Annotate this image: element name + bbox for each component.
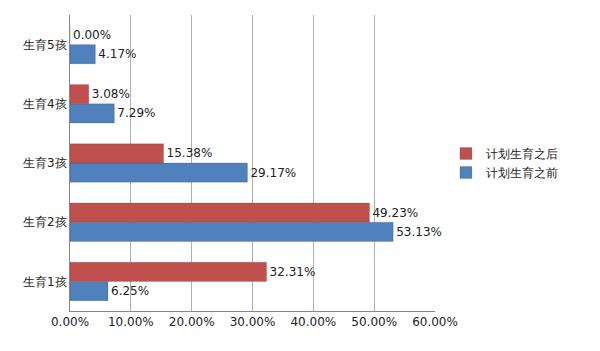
svg-text:0.00%: 0.00% (51, 315, 89, 329)
svg-text:生育2孩: 生育2孩 (23, 215, 67, 229)
svg-text:15.38%: 15.38% (167, 146, 213, 160)
svg-text:0.00%: 0.00% (73, 28, 111, 42)
svg-text:30.00%: 30.00% (230, 315, 276, 329)
svg-text:4.17%: 4.17% (98, 47, 136, 61)
svg-text:53.13%: 53.13% (396, 225, 442, 239)
svg-text:20.00%: 20.00% (169, 315, 215, 329)
svg-text:10.00%: 10.00% (108, 315, 154, 329)
svg-text:生育4孩: 生育4孩 (23, 97, 67, 111)
svg-text:6.25%: 6.25% (111, 284, 149, 298)
svg-text:50.00%: 50.00% (351, 315, 397, 329)
svg-text:60.00%: 60.00% (412, 315, 458, 329)
svg-text:生育1孩: 生育1孩 (23, 275, 67, 289)
svg-text:40.00%: 40.00% (290, 315, 336, 329)
svg-text:49.23%: 49.23% (372, 206, 418, 220)
svg-text:计划生育之后: 计划生育之后 (486, 147, 558, 161)
svg-text:7.29%: 7.29% (117, 106, 155, 120)
svg-text:计划生育之前: 计划生育之前 (486, 166, 558, 180)
svg-text:29.17%: 29.17% (250, 166, 296, 180)
svg-text:32.31%: 32.31% (270, 265, 316, 279)
svg-text:生育3孩: 生育3孩 (23, 156, 67, 170)
svg-text:3.08%: 3.08% (92, 87, 130, 101)
svg-text:生育5孩: 生育5孩 (23, 38, 67, 52)
